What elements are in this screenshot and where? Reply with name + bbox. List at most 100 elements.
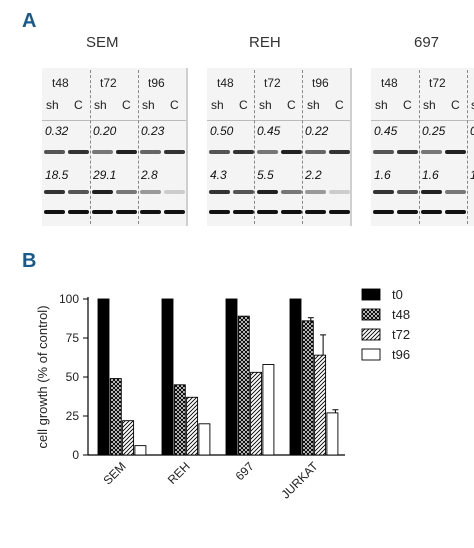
protein-band — [305, 210, 326, 214]
protein-band — [445, 150, 466, 154]
lane-label: sh — [211, 98, 224, 112]
lane-label: C — [74, 98, 83, 112]
protein-band — [397, 210, 418, 214]
y-tick-label: 50 — [66, 370, 80, 384]
protein-band — [421, 150, 442, 154]
protein-band — [397, 150, 418, 154]
densitometry-value: 0 — [470, 124, 474, 138]
bar-t48 — [173, 384, 186, 456]
densitometry-value: 0.20 — [93, 124, 117, 138]
x-category-label: JURKAT — [278, 459, 321, 502]
protein-band — [92, 190, 113, 194]
protein-band — [44, 190, 65, 194]
lane-group-divider — [90, 70, 91, 224]
protein-band — [281, 190, 302, 194]
panel-b-letter: B — [22, 250, 37, 272]
densitometry-value: 0.25 — [422, 124, 446, 138]
timepoint-label: t48 — [52, 76, 69, 90]
protein-band — [329, 150, 350, 154]
legend-label: t0 — [392, 287, 403, 302]
protein-band — [373, 150, 394, 154]
densitometry-value: 0.45 — [374, 124, 398, 138]
protein-band — [373, 210, 394, 214]
legend-label: t48 — [392, 307, 410, 322]
protein-band — [257, 210, 278, 214]
bar-t96 — [198, 423, 211, 456]
bar-t96 — [262, 364, 275, 456]
densitometry-value: 29.1 — [93, 168, 117, 182]
lane-label: C — [335, 98, 344, 112]
x-category-label: 697 — [233, 459, 257, 483]
protein-band — [209, 190, 230, 194]
blot-title: SEM — [86, 34, 119, 51]
lane-group-divider — [254, 70, 255, 224]
protein-band — [329, 210, 350, 214]
protein-band — [397, 190, 418, 194]
blot-title: REH — [249, 34, 281, 51]
protein-band — [305, 150, 326, 154]
protein-band — [116, 210, 137, 214]
legend-swatch-t0 — [361, 288, 381, 301]
densitometry-value: 0.50 — [210, 124, 234, 138]
densitometry-value: 0.45 — [257, 124, 281, 138]
lane-group-divider — [138, 70, 139, 224]
densitometry-value: 4.3 — [210, 168, 227, 182]
y-tick-label: 100 — [59, 292, 79, 306]
lane-label: C — [239, 98, 248, 112]
lane-label: sh — [46, 98, 59, 112]
protein-band — [209, 150, 230, 154]
blot-image: t48 t72 sh Csh Cs 0.45 0.25 0 1.6 1.6 1 — [371, 68, 474, 226]
timepoint-label: t72 — [429, 76, 446, 90]
blot-header-divider — [207, 120, 350, 121]
protein-band — [116, 150, 137, 154]
x-category-label: SEM — [100, 459, 128, 487]
densitometry-value: 18.5 — [45, 168, 69, 182]
protein-band — [68, 190, 89, 194]
timepoint-label: t48 — [381, 76, 398, 90]
protein-band — [140, 150, 161, 154]
protein-band — [257, 190, 278, 194]
lane-label: sh — [259, 98, 272, 112]
densitometry-value: 5.5 — [257, 168, 274, 182]
cell-growth-bar-chart: 0 25 50 75 100 cell growth (% of control) SEM R… — [35, 287, 410, 502]
y-tick-label: 0 — [72, 448, 79, 462]
bar-t0 — [289, 298, 302, 456]
lane-label: C — [122, 98, 131, 112]
bar-t48 — [237, 315, 250, 456]
protein-band — [68, 210, 89, 214]
densitometry-value: 1.6 — [422, 168, 439, 182]
densitometry-value: 0.23 — [141, 124, 165, 138]
bar-t72 — [186, 396, 199, 456]
densitometry-value: 1 — [470, 168, 474, 182]
legend-swatch-t72 — [361, 328, 381, 341]
densitometry-value: 1.6 — [374, 168, 391, 182]
protein-band — [233, 210, 254, 214]
protein-band — [373, 190, 394, 194]
legend-swatch-t48 — [361, 308, 381, 321]
timepoint-label: t48 — [217, 76, 234, 90]
densitometry-value: 0.32 — [45, 124, 69, 138]
protein-band — [233, 150, 254, 154]
protein-band — [68, 150, 89, 154]
protein-band — [445, 210, 466, 214]
bar-t0 — [161, 298, 174, 456]
legend-label: t72 — [392, 327, 410, 342]
blot-title: 697 — [414, 34, 440, 51]
timepoint-label: t72 — [264, 76, 281, 90]
protein-band — [140, 190, 161, 194]
protein-band — [164, 210, 185, 214]
protein-band — [116, 190, 137, 194]
protein-band — [257, 150, 278, 154]
protein-band — [44, 150, 65, 154]
protein-band — [164, 150, 185, 154]
protein-band — [281, 210, 302, 214]
bar-t72 — [250, 371, 263, 456]
lane-label: C — [170, 98, 179, 112]
panel-a-letter: A — [22, 10, 37, 32]
protein-band — [233, 190, 254, 194]
bar-t48 — [109, 378, 122, 456]
x-category-label: REH — [165, 459, 193, 487]
lane-label: s — [471, 98, 474, 112]
protein-band — [445, 190, 466, 194]
